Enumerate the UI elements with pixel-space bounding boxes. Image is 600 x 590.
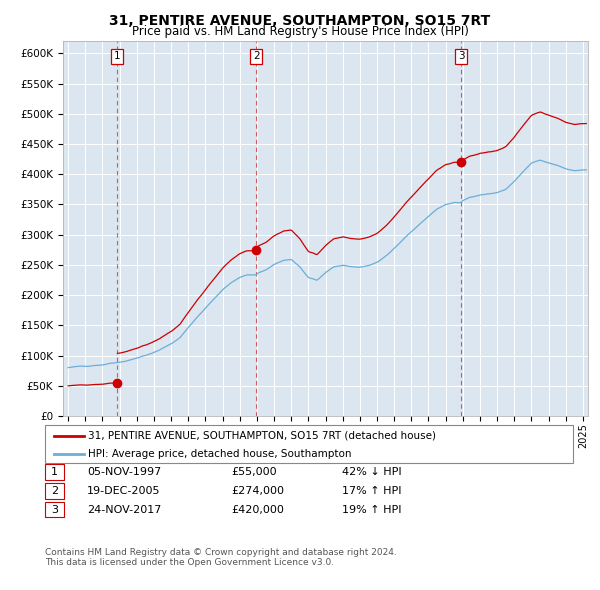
Text: 2: 2 (253, 51, 260, 61)
Text: Contains HM Land Registry data © Crown copyright and database right 2024.
This d: Contains HM Land Registry data © Crown c… (45, 548, 397, 567)
Text: 1: 1 (114, 51, 121, 61)
Text: 31, PENTIRE AVENUE, SOUTHAMPTON, SO15 7RT (detached house): 31, PENTIRE AVENUE, SOUTHAMPTON, SO15 7R… (88, 431, 436, 441)
Text: 3: 3 (458, 51, 464, 61)
Text: £274,000: £274,000 (231, 486, 284, 496)
Text: 2: 2 (51, 486, 58, 496)
Text: 17% ↑ HPI: 17% ↑ HPI (342, 486, 401, 496)
Text: 19-DEC-2005: 19-DEC-2005 (87, 486, 161, 496)
Text: 05-NOV-1997: 05-NOV-1997 (87, 467, 161, 477)
Text: 24-NOV-2017: 24-NOV-2017 (87, 505, 161, 514)
Text: £55,000: £55,000 (231, 467, 277, 477)
Text: 31, PENTIRE AVENUE, SOUTHAMPTON, SO15 7RT: 31, PENTIRE AVENUE, SOUTHAMPTON, SO15 7R… (109, 14, 491, 28)
Text: 19% ↑ HPI: 19% ↑ HPI (342, 505, 401, 514)
Text: £420,000: £420,000 (231, 505, 284, 514)
Text: 1: 1 (51, 467, 58, 477)
Text: Price paid vs. HM Land Registry's House Price Index (HPI): Price paid vs. HM Land Registry's House … (131, 25, 469, 38)
Text: HPI: Average price, detached house, Southampton: HPI: Average price, detached house, Sout… (88, 448, 352, 458)
Text: 3: 3 (51, 505, 58, 514)
Text: 42% ↓ HPI: 42% ↓ HPI (342, 467, 401, 477)
